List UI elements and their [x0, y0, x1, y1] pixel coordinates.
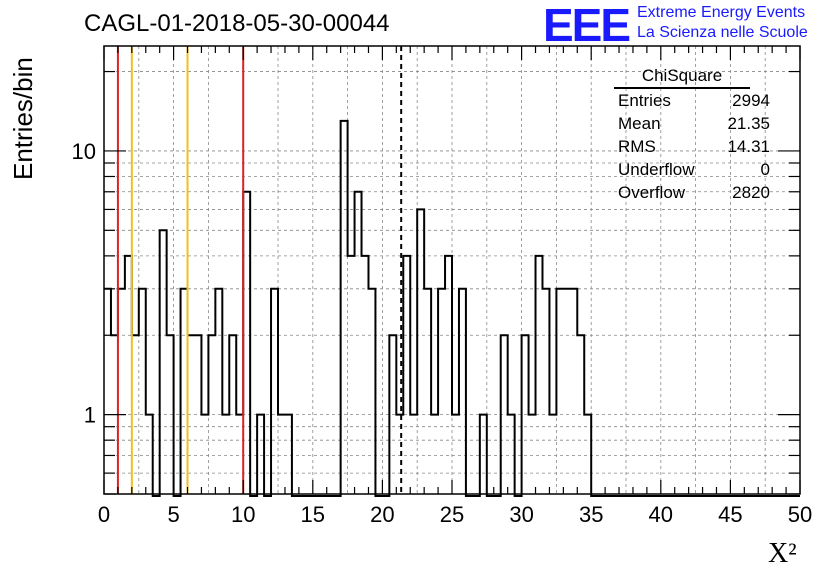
stats-row-rms: RMS 14.31: [618, 135, 770, 158]
stats-row-mean: Mean 21.35: [618, 112, 770, 135]
histogram-outline: [104, 119, 800, 497]
y-tick-label: 10: [72, 139, 96, 164]
logo-line-1: Extreme Energy Events: [637, 4, 806, 21]
x-tick-label: 25: [440, 502, 464, 527]
stats-label: RMS: [618, 137, 656, 156]
stats-value: 2820: [732, 183, 770, 202]
x-tick-label: 20: [370, 502, 394, 527]
x-tick-label: 0: [98, 502, 110, 527]
stats-label: Entries: [618, 91, 671, 110]
y-tick-label: 1: [84, 403, 96, 428]
stats-row-underflow: Underflow 0: [618, 158, 770, 181]
stats-label: Underflow: [618, 160, 695, 179]
stats-label: Mean: [618, 114, 661, 133]
y-axis-label: Entries/bin: [8, 57, 38, 180]
stats-box: ChiSquare Entries 2994 Mean 21.35 RMS 14…: [610, 66, 778, 204]
x-tick-label: 40: [649, 502, 673, 527]
stats-title: ChiSquare: [614, 66, 750, 89]
stats-value: 14.31: [727, 137, 770, 156]
x-tick-label: 10: [231, 502, 255, 527]
stats-value: 2994: [732, 91, 770, 110]
stats-row-overflow: Overflow 2820: [618, 181, 770, 204]
x-tick-label: 15: [301, 502, 325, 527]
stats-value: 21.35: [727, 114, 770, 133]
stats-label: Overflow: [618, 183, 686, 202]
stats-row-entries: Entries 2994: [618, 89, 770, 112]
x-tick-label: 50: [788, 502, 812, 527]
x-tick-label: 30: [509, 502, 533, 527]
logo-line-2: La Scienza nelle Scuole: [637, 24, 808, 41]
stats-value: 0: [760, 160, 770, 179]
x-axis-label: X²: [768, 538, 797, 569]
page-title: CAGL-01-2018-05-30-00044: [84, 10, 390, 37]
eee-logo: EEE: [543, 0, 631, 51]
x-tick-label: 5: [167, 502, 179, 527]
x-tick-label: 35: [579, 502, 603, 527]
x-tick-label: 45: [718, 502, 742, 527]
